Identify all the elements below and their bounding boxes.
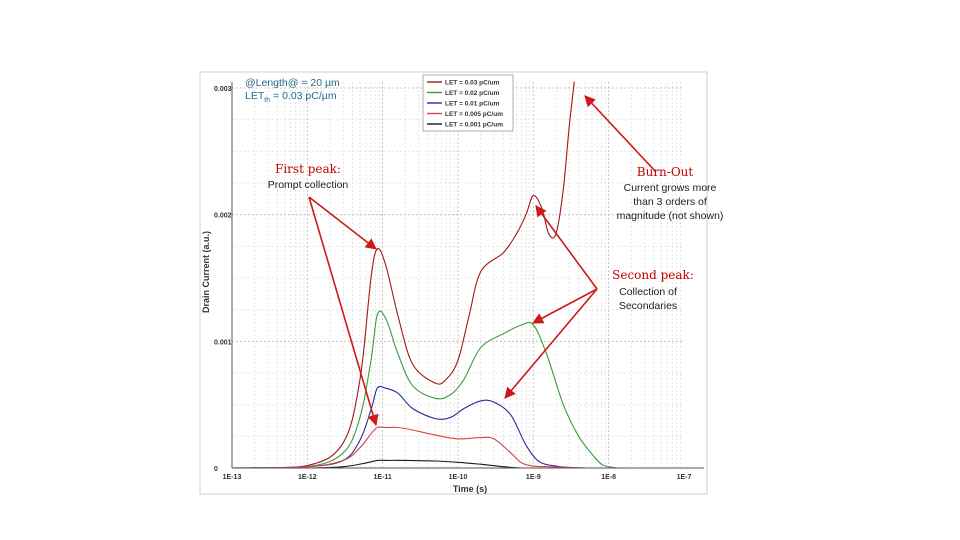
burn-out-text: Current grows more than 3 orders of magn… xyxy=(605,181,735,223)
second-peak-text: Collection of Secondaries xyxy=(598,285,698,313)
annotation-arrows xyxy=(308,95,657,427)
annotation-arrow xyxy=(308,196,379,427)
y-tick-label: 0.003 xyxy=(214,86,232,93)
annotation-arrow xyxy=(532,288,598,324)
x-tick-label: 1E-7 xyxy=(677,474,692,481)
x-tick-label: 1E-12 xyxy=(298,474,317,481)
burn-out-title: Burn-Out xyxy=(636,165,694,179)
annotation-arrow xyxy=(504,288,598,399)
let-label: LET xyxy=(245,90,265,102)
x-tick-label: 1E-10 xyxy=(449,474,468,481)
first-peak-text: Prompt collection xyxy=(267,179,349,191)
series-line-5 xyxy=(232,459,534,468)
series-line-1 xyxy=(231,81,575,468)
y-tick-label: 0.002 xyxy=(214,213,232,220)
legend-entry: LET = 0.03 pC/um xyxy=(445,80,500,87)
x-tick-label: 1E-13 xyxy=(223,474,242,481)
series-layer xyxy=(231,81,618,468)
second-peak-line-2: Secondaries xyxy=(618,300,678,312)
legend-entry: LET = 0.005 pC/um xyxy=(445,111,503,118)
annotation-arrow xyxy=(584,95,657,173)
burn-out-line-2: than 3 orders of xyxy=(633,196,707,208)
let-threshold-condition: LETth = 0.03 pC/µm xyxy=(245,90,340,107)
legend-entry: LET = 0.01 pC/um xyxy=(445,101,500,108)
y-tick-label: 0 xyxy=(214,466,218,473)
second-peak-title: Second peak: xyxy=(612,268,694,282)
x-axis-label: Time (s) xyxy=(453,484,487,494)
y-axis-label: Drain Current (a.u.) xyxy=(201,231,211,313)
annotation-arrow xyxy=(308,196,377,250)
series-line-3 xyxy=(231,385,597,468)
legend: LET = 0.03 pC/um LET = 0.02 pC/um LET = 0.… xyxy=(422,74,514,132)
x-tick-label: 1E-9 xyxy=(526,474,541,481)
burn-out-line-1: Current grows more xyxy=(623,182,717,194)
y-tick-label: 0.001 xyxy=(214,339,232,346)
let-value: = 0.03 pC/µm xyxy=(270,90,337,102)
annotation-arrow xyxy=(535,205,598,290)
let-subscript: th xyxy=(264,97,271,105)
series-line-4 xyxy=(231,426,587,468)
simulation-conditions: @Length@ = 20 µm LETth = 0.03 pC/µm xyxy=(245,77,340,107)
first-peak-title: First peak: xyxy=(275,162,341,176)
x-tick-label: 1E-11 xyxy=(374,474,392,481)
series-line-2 xyxy=(231,310,618,468)
length-condition: @Length@ = 20 µm xyxy=(245,77,340,89)
legend-entry: LET = 0.001 pC/um xyxy=(445,122,503,129)
x-tick-label: 1E-8 xyxy=(601,474,616,481)
legend-entry: LET = 0.02 pC/um xyxy=(445,90,500,97)
axes: 1E-13 1E-12 1E-11 1E-10 1E-9 1E-8 1E-7 0 0.001 0.… xyxy=(214,82,704,481)
burn-out-line-3: magnitude (not shown) xyxy=(616,210,724,222)
second-peak-line-1: Collection of xyxy=(619,286,677,298)
